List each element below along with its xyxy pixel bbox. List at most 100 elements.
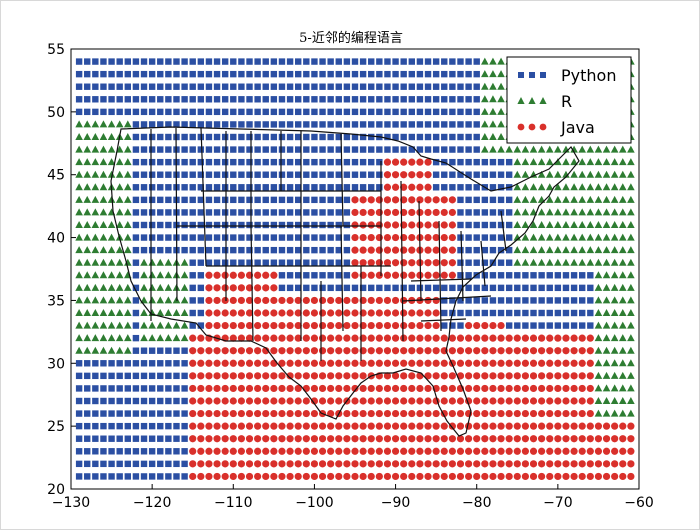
point-python (254, 209, 261, 216)
point-java (302, 296, 310, 305)
point-python (254, 234, 261, 241)
point-r (140, 334, 148, 342)
point-r (570, 145, 578, 153)
point-python (254, 158, 261, 166)
point-r (124, 183, 132, 191)
point-java (343, 359, 351, 367)
point-python (230, 83, 237, 90)
point-r (107, 334, 116, 342)
point-r (610, 334, 619, 342)
point-python (157, 347, 164, 354)
point-r (570, 183, 578, 191)
point-python (238, 221, 245, 229)
point-python (408, 70, 415, 78)
point-java (432, 472, 440, 481)
point-java (318, 397, 327, 405)
point-r (99, 145, 108, 153)
point-python (132, 372, 140, 380)
point-r (618, 195, 627, 203)
point-python (311, 272, 318, 279)
point-python (246, 133, 253, 141)
point-java (400, 171, 408, 179)
point-python (335, 83, 342, 90)
y-tick-label: 30 (47, 356, 65, 372)
point-python (587, 272, 594, 279)
point-python (449, 96, 456, 103)
point-python (311, 58, 318, 65)
point-java (465, 384, 473, 393)
point-r (594, 283, 603, 291)
point-java (489, 447, 497, 455)
point-python (530, 272, 537, 279)
point-r (140, 271, 148, 279)
point-python (359, 58, 367, 65)
point-java (294, 347, 302, 355)
point-python (286, 171, 294, 178)
point-python (424, 121, 432, 128)
point-java (302, 321, 310, 330)
point-python (368, 158, 375, 166)
point-python (473, 221, 480, 229)
point-java (367, 397, 375, 405)
point-java (278, 347, 286, 355)
point-java (221, 321, 229, 330)
point-r (610, 283, 619, 291)
point-python (473, 246, 480, 254)
point-python (124, 385, 131, 392)
point-java (408, 447, 416, 455)
point-python (319, 171, 326, 178)
point-r (99, 296, 108, 304)
point-r (99, 183, 108, 191)
point-python (489, 234, 497, 241)
point-python (489, 171, 497, 178)
point-java (481, 397, 489, 405)
point-r (594, 371, 603, 379)
point-r (618, 208, 627, 216)
point-java (245, 460, 254, 468)
point-python (254, 196, 261, 204)
point-r (91, 309, 100, 316)
point-java (213, 460, 221, 468)
point-python (197, 58, 205, 65)
point-java (448, 334, 456, 342)
point-python (465, 221, 472, 229)
point-python (286, 184, 294, 191)
point-python (270, 221, 278, 229)
point-python (522, 322, 529, 329)
point-python (351, 158, 359, 166)
point-java (327, 347, 335, 355)
point-python (465, 309, 472, 317)
point-java (586, 435, 594, 443)
point-python (157, 209, 164, 216)
point-r (489, 70, 497, 78)
point-java (351, 359, 359, 367)
point-java (270, 409, 278, 418)
point-java (505, 460, 513, 468)
point-java (318, 321, 327, 330)
point-java (351, 271, 359, 279)
point-r (618, 221, 627, 228)
point-python (278, 133, 286, 141)
point-r (545, 208, 554, 216)
point-python (75, 448, 83, 455)
point-python (368, 146, 375, 153)
point-python (221, 259, 229, 266)
point-python (554, 284, 562, 292)
point-r (156, 283, 165, 291)
point-java (432, 372, 440, 380)
point-java (465, 321, 473, 330)
point-java (505, 397, 513, 405)
point-python (351, 58, 359, 65)
point-python (124, 410, 131, 417)
point-java (270, 296, 278, 305)
point-java (213, 397, 221, 405)
point-java (489, 359, 497, 367)
point-python (148, 435, 156, 442)
point-python (238, 108, 245, 116)
point-r (627, 183, 635, 191)
point-python (140, 246, 148, 254)
point-java (375, 296, 383, 305)
point-python (441, 108, 448, 116)
point-java (546, 347, 554, 355)
point-java (351, 233, 359, 242)
